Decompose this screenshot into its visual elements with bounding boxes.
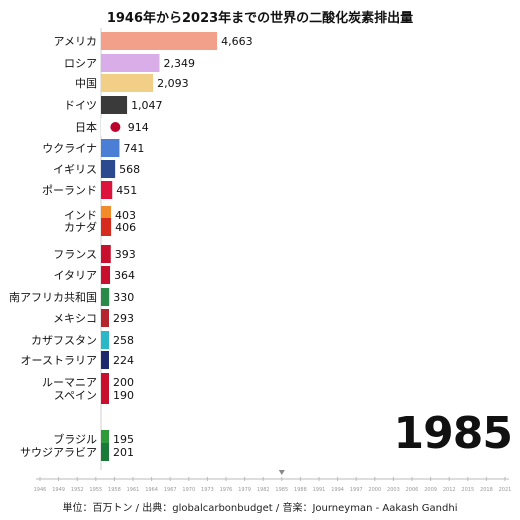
bar-13 <box>101 288 109 306</box>
category-label-3: 中国 <box>75 77 97 90</box>
timeline-tick-label-1979: 1979 <box>238 487 251 493</box>
category-label-2: ロシア <box>64 57 97 70</box>
category-label-18: スペイン <box>54 389 97 402</box>
bar-6 <box>101 139 119 157</box>
timeline-tick-label-2000: 2000 <box>368 487 381 493</box>
value-label-6: 741 <box>123 142 144 155</box>
timeline-tick-label-2018: 2018 <box>480 487 493 493</box>
category-label-13: 南アフリカ共和国 <box>9 291 97 304</box>
timeline-tick-label-1991: 1991 <box>313 487 326 493</box>
timeline-tick-label-1997: 1997 <box>350 487 363 493</box>
bar-16 <box>101 351 109 369</box>
bar-12 <box>101 266 110 284</box>
value-label-19: 195 <box>113 433 134 446</box>
timeline-tick-label-1946: 1946 <box>34 487 47 493</box>
value-label-12: 364 <box>114 269 135 282</box>
timeline-tick-label-2006: 2006 <box>406 487 419 493</box>
value-label-14: 293 <box>113 312 134 325</box>
category-label-19: ブラジル <box>53 432 97 446</box>
category-label-1: アメリカ <box>54 35 97 48</box>
bar-4 <box>101 96 127 114</box>
category-label-7: イギリス <box>53 163 97 176</box>
category-label-15: カザフスタン <box>31 334 97 347</box>
timeline-tick-label-1976: 1976 <box>220 487 233 493</box>
bar-2 <box>101 54 159 72</box>
timeline-tick-label-1952: 1952 <box>71 487 84 493</box>
category-label-16: オーストラリア <box>21 354 97 367</box>
value-label-5: 914 <box>128 121 149 134</box>
category-label-5: 日本 <box>75 120 97 134</box>
value-label-1: 4,663 <box>221 35 253 48</box>
category-label-8: ポーランド <box>42 184 97 197</box>
category-label-10: カナダ <box>64 220 97 234</box>
value-label-20: 201 <box>113 446 134 459</box>
category-label-4: ドイツ <box>64 99 97 112</box>
timeline-tick-label-1985: 1985 <box>275 487 288 493</box>
value-label-4: 1,047 <box>131 99 163 112</box>
bar-20 <box>101 443 109 461</box>
timeline-tick-label-2021: 2021 <box>499 487 512 493</box>
timeline-tick-label-1970: 1970 <box>182 487 195 493</box>
timeline-tick-label-2012: 2012 <box>443 487 456 493</box>
timeline-tick-label-1949: 1949 <box>52 487 65 493</box>
value-label-3: 2,093 <box>157 77 189 90</box>
value-label-11: 393 <box>115 248 136 261</box>
bar-7 <box>101 160 115 178</box>
bar-14 <box>101 309 109 327</box>
timeline-tick-label-2015: 2015 <box>461 487 474 493</box>
bar-15 <box>101 331 109 349</box>
category-label-12: イタリア <box>53 269 97 282</box>
bar-18 <box>101 386 109 404</box>
category-label-14: メキシコ <box>53 312 97 325</box>
bar-3 <box>101 74 153 92</box>
value-label-8: 451 <box>116 184 137 197</box>
timeline-tick-label-1958: 1958 <box>108 487 121 493</box>
timeline-tick-label-1994: 1994 <box>331 487 344 493</box>
timeline-tick-label-1961: 1961 <box>127 487 140 493</box>
japan-flag-disc <box>110 122 120 132</box>
value-label-15: 258 <box>113 334 134 347</box>
timeline-marker <box>279 470 285 475</box>
footer-caption: 単位：百万トン / 出典：globalcarbonbudget / 音楽：Jou… <box>0 499 520 514</box>
timeline-tick-label-1973: 1973 <box>201 487 214 493</box>
value-label-10: 406 <box>115 221 136 234</box>
bar-10 <box>101 218 111 236</box>
value-label-7: 568 <box>119 163 140 176</box>
category-label-20: サウジアラビア <box>20 446 97 459</box>
bar-11 <box>101 245 111 263</box>
timeline-tick-label-1967: 1967 <box>164 487 177 493</box>
timeline-tick-label-2003: 2003 <box>387 487 400 493</box>
timeline-tick-label-1955: 1955 <box>89 487 102 493</box>
value-label-17: 200 <box>113 376 134 389</box>
category-label-17: ルーマニア <box>42 376 97 389</box>
category-label-11: フランス <box>53 248 97 261</box>
bar-1 <box>101 32 217 50</box>
value-label-18: 190 <box>113 389 134 402</box>
value-label-13: 330 <box>113 291 134 304</box>
timeline-tick-label-1964: 1964 <box>145 487 158 493</box>
category-label-6: ウクライナ <box>42 142 97 155</box>
timeline-tick-label-1988: 1988 <box>294 487 307 493</box>
bar-8 <box>101 181 112 199</box>
timeline-tick-label-2009: 2009 <box>424 487 437 493</box>
value-label-2: 2,349 <box>163 57 195 70</box>
value-label-16: 224 <box>113 354 134 367</box>
timeline-tick-label-1982: 1982 <box>257 487 270 493</box>
year-label: 1985 <box>394 408 512 459</box>
